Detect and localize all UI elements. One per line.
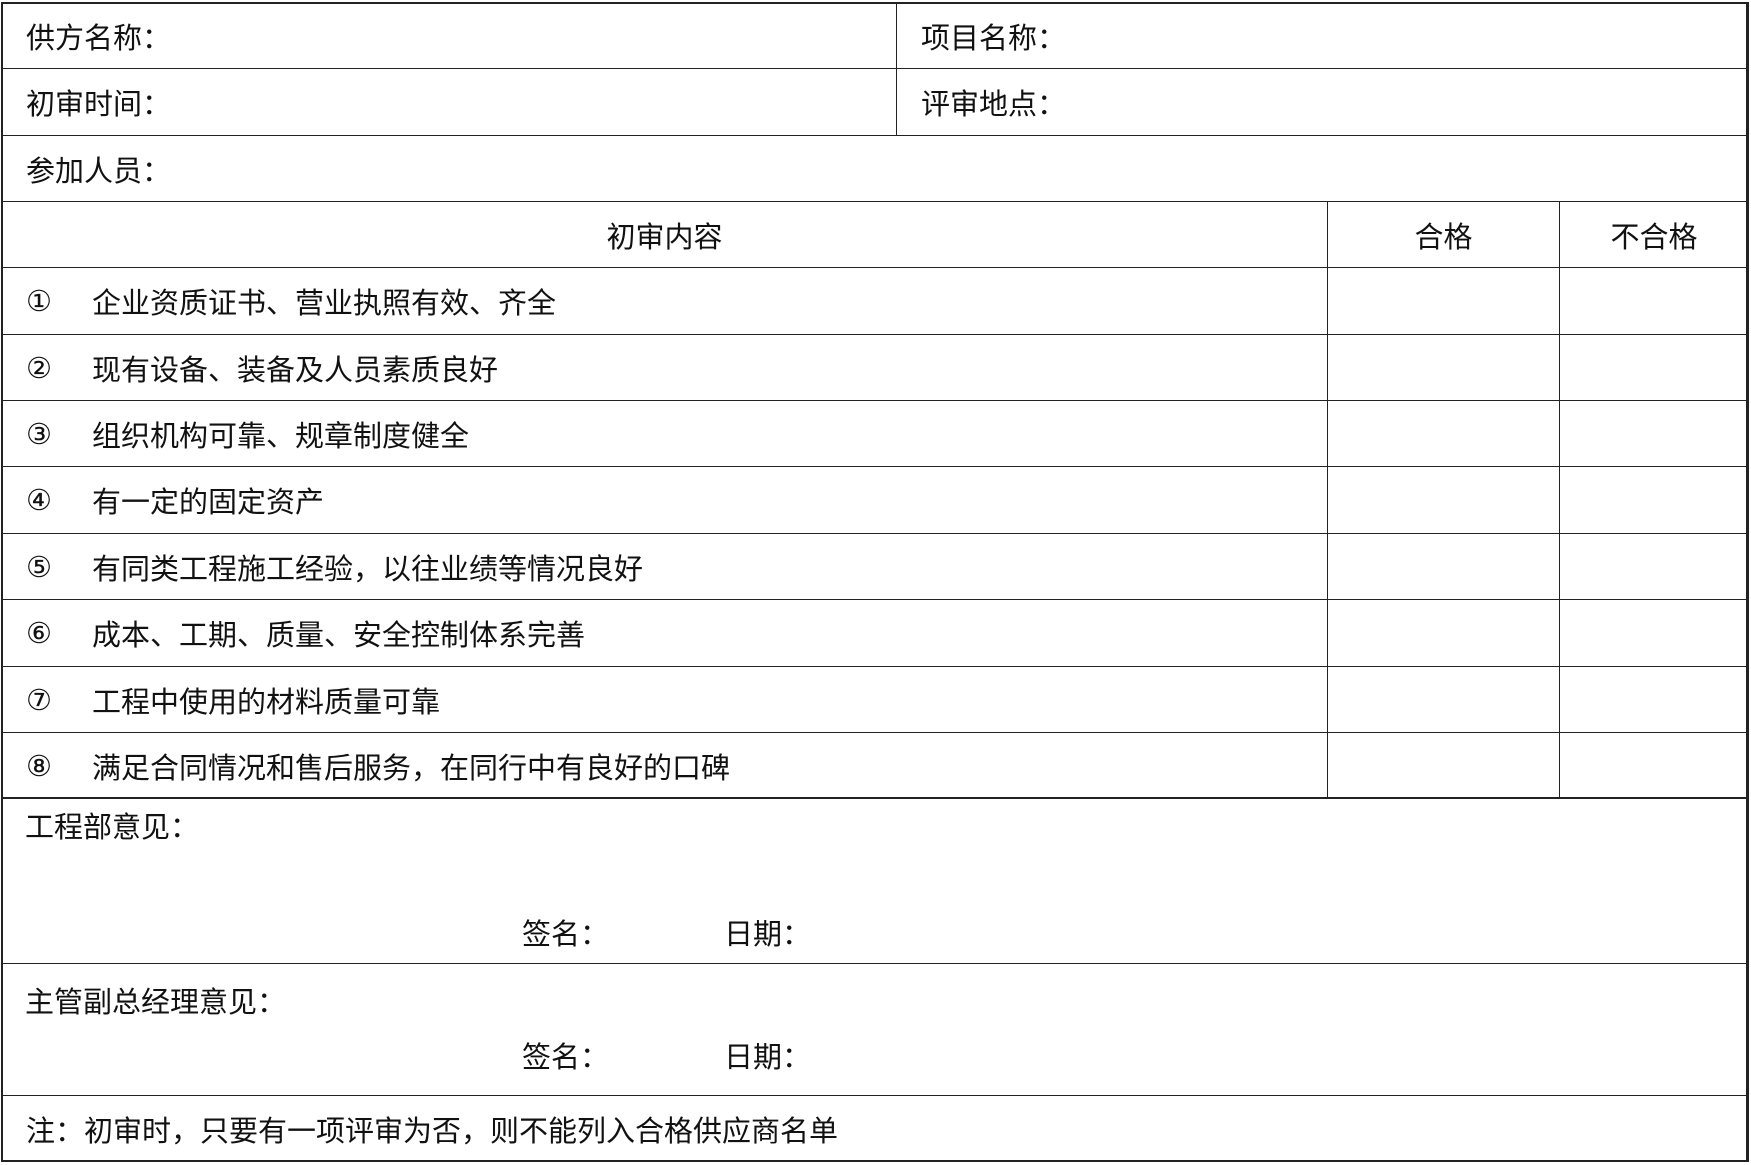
- criteria-number: ②: [26, 350, 52, 385]
- fail-cell[interactable]: [1559, 466, 1749, 534]
- note-row: 注：初审时，只要有一项评审为否，则不能列入合格供应商名单: [1, 1095, 1749, 1162]
- fail-cell[interactable]: [1559, 732, 1749, 799]
- pass-cell[interactable]: [1327, 267, 1560, 335]
- criteria-text: 有一定的固定资产: [92, 485, 325, 519]
- criteria-row: ④ 有一定的固定资产: [1, 466, 1328, 534]
- supplier-name-field[interactable]: 供方名称：: [1, 2, 897, 69]
- manager-date-label: 日期：: [724, 1040, 812, 1074]
- criteria-text: 组织机构可靠、规章制度健全: [92, 418, 470, 453]
- criteria-number: ①: [26, 284, 52, 318]
- criteria-number: ④: [26, 483, 52, 517]
- project-name-field[interactable]: 项目名称：: [896, 2, 1749, 69]
- fail-cell[interactable]: [1559, 599, 1749, 667]
- column-header-content-label: 初审内容: [606, 219, 723, 254]
- criteria-text: 企业资质证书、营业执照有效、齐全: [92, 286, 557, 320]
- supplier-name-label: 供方名称：: [26, 20, 172, 55]
- criteria-text: 工程中使用的材料质量可靠: [92, 684, 441, 719]
- review-place-field[interactable]: 评审地点：: [896, 68, 1749, 136]
- column-header-pass: 合格: [1327, 201, 1560, 268]
- pass-cell[interactable]: [1327, 533, 1560, 600]
- participants-label: 参加人员：: [26, 153, 172, 188]
- manager-sign-label: 签名：: [522, 1040, 610, 1074]
- criteria-row: ③ 组织机构可靠、规章制度健全: [1, 400, 1328, 467]
- column-header-fail-label: 不合格: [1610, 219, 1698, 254]
- criteria-text: 成本、工期、质量、安全控制体系完善: [92, 618, 586, 652]
- pass-cell[interactable]: [1327, 599, 1560, 667]
- pass-cell[interactable]: [1327, 400, 1560, 467]
- engineering-opinion-label: 工程部意见：: [25, 810, 200, 844]
- criteria-number: ③: [26, 416, 52, 451]
- fail-cell[interactable]: [1559, 267, 1749, 335]
- criteria-text: 现有设备、装备及人员素质良好: [92, 352, 499, 387]
- criteria-row: ⑧ 满足合同情况和售后服务，在同行中有良好的口碑: [1, 732, 1328, 799]
- note-text: 注：初审时，只要有一项评审为否，则不能列入合格供应商名单: [26, 1113, 839, 1148]
- manager-opinion-label: 主管副总经理意见：: [25, 985, 287, 1019]
- criteria-row: ⑤ 有同类工程施工经验，以往业绩等情况良好: [1, 533, 1328, 600]
- column-header-fail: 不合格: [1559, 201, 1749, 268]
- criteria-row: ② 现有设备、装备及人员素质良好: [1, 334, 1328, 401]
- criteria-number: ⑧: [26, 748, 52, 783]
- criteria-row: ⑦ 工程中使用的材料质量可靠: [1, 666, 1328, 733]
- pass-cell[interactable]: [1327, 666, 1560, 733]
- criteria-number: ⑦: [26, 682, 52, 717]
- engineering-opinion-field[interactable]: [1, 797, 1749, 964]
- project-name-label: 项目名称：: [921, 20, 1067, 55]
- engineering-sign-label: 签名：: [522, 917, 610, 951]
- review-place-label: 评审地点：: [921, 87, 1067, 121]
- pass-cell[interactable]: [1327, 732, 1560, 799]
- fail-cell[interactable]: [1559, 666, 1749, 733]
- fail-cell[interactable]: [1559, 533, 1749, 600]
- pass-cell[interactable]: [1327, 466, 1560, 534]
- review-time-field[interactable]: 初审时间：: [1, 68, 897, 136]
- pass-cell[interactable]: [1327, 334, 1560, 401]
- manager-opinion-field[interactable]: [1, 963, 1749, 1096]
- criteria-text: 满足合同情况和售后服务，在同行中有良好的口碑: [92, 750, 731, 785]
- criteria-row: ⑥ 成本、工期、质量、安全控制体系完善: [1, 599, 1328, 667]
- column-header-pass-label: 合格: [1414, 219, 1473, 254]
- criteria-number: ⑤: [26, 549, 52, 584]
- column-header-content: 初审内容: [1, 201, 1328, 268]
- criteria-number: ⑥: [26, 616, 52, 650]
- fail-cell[interactable]: [1559, 334, 1749, 401]
- review-time-label: 初审时间：: [26, 87, 172, 121]
- criteria-row: ① 企业资质证书、营业执照有效、齐全: [1, 267, 1328, 335]
- criteria-text: 有同类工程施工经验，以往业绩等情况良好: [92, 551, 644, 586]
- engineering-date-label: 日期：: [724, 917, 812, 951]
- participants-field[interactable]: 参加人员：: [1, 135, 1749, 202]
- fail-cell[interactable]: [1559, 400, 1749, 467]
